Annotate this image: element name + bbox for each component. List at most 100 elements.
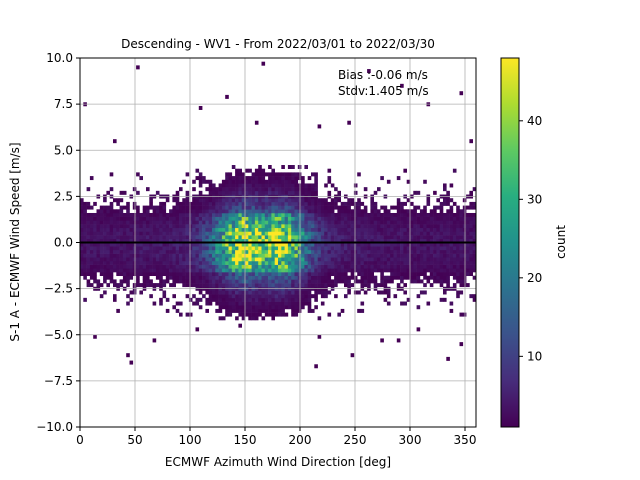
heatmap-cell bbox=[261, 190, 266, 195]
heatmap-cell bbox=[301, 235, 305, 240]
heatmap-cell bbox=[245, 260, 249, 265]
heatmap-cell bbox=[297, 212, 302, 217]
heatmap-cell bbox=[462, 246, 467, 251]
heatmap-cell bbox=[311, 264, 315, 269]
heatmap-cell bbox=[212, 238, 216, 243]
heatmap-cell bbox=[254, 216, 259, 221]
heatmap-cell bbox=[241, 249, 246, 254]
heatmap-cell bbox=[241, 179, 246, 184]
heatmap-cell bbox=[294, 297, 299, 302]
heatmap-cell bbox=[360, 242, 365, 247]
heatmap-cell bbox=[390, 238, 394, 243]
heatmap-cell bbox=[248, 216, 252, 221]
heatmap-cell bbox=[218, 198, 223, 203]
heatmap-cell bbox=[218, 235, 223, 240]
heatmap-cell bbox=[433, 231, 437, 236]
heatmap-cell bbox=[469, 272, 473, 277]
heatmap-cell bbox=[136, 264, 140, 269]
heatmap-cell bbox=[456, 242, 460, 247]
heatmap-cell bbox=[122, 190, 127, 195]
heatmap-cell bbox=[419, 231, 424, 236]
heatmap-cell bbox=[80, 209, 84, 214]
heatmap-cell bbox=[287, 176, 292, 181]
heatmap-cell bbox=[456, 224, 460, 229]
heatmap-cell bbox=[380, 253, 384, 258]
heatmap-cell bbox=[363, 249, 368, 254]
heatmap-cell bbox=[459, 209, 464, 214]
heatmap-cell bbox=[109, 275, 114, 280]
heatmap-cell bbox=[383, 235, 388, 240]
heatmap-cell bbox=[218, 294, 223, 299]
heatmap-cell bbox=[456, 231, 460, 236]
heatmap-cell bbox=[80, 253, 84, 258]
heatmap-cell bbox=[218, 205, 223, 210]
heatmap-cell bbox=[449, 216, 454, 221]
heatmap-cell bbox=[367, 212, 371, 217]
heatmap-cell bbox=[304, 279, 308, 284]
heatmap-cell bbox=[119, 253, 124, 258]
heatmap-cell bbox=[386, 279, 391, 284]
heatmap-cell bbox=[122, 279, 127, 284]
heatmap-cell bbox=[254, 246, 259, 251]
heatmap-cell bbox=[221, 275, 226, 280]
heatmap-cell bbox=[212, 264, 216, 269]
heatmap-cell bbox=[344, 283, 348, 288]
heatmap-cell bbox=[83, 242, 87, 247]
heatmap-cell bbox=[301, 272, 305, 277]
heatmap-cell bbox=[350, 264, 355, 269]
heatmap-cell bbox=[452, 257, 457, 262]
heatmap-cell bbox=[103, 275, 107, 280]
heatmap-cell bbox=[254, 224, 259, 229]
heatmap-cell bbox=[350, 198, 355, 203]
heatmap-cell bbox=[179, 246, 183, 251]
heatmap-cell bbox=[208, 183, 213, 188]
heatmap-cell bbox=[80, 198, 84, 203]
heatmap-cell bbox=[221, 290, 226, 295]
heatmap-cell bbox=[377, 227, 381, 232]
heatmap-cell bbox=[182, 212, 186, 217]
heatmap-cell bbox=[320, 294, 325, 299]
heatmap-cell bbox=[400, 246, 404, 251]
heatmap-cell bbox=[334, 260, 338, 265]
heatmap-cell bbox=[334, 264, 338, 269]
heatmap-cell bbox=[291, 198, 295, 203]
heatmap-cell bbox=[281, 198, 285, 203]
heatmap-cell bbox=[238, 205, 242, 210]
heatmap-cell bbox=[393, 205, 398, 210]
heatmap-cell bbox=[472, 257, 477, 262]
heatmap-cell bbox=[443, 257, 447, 262]
heatmap-cell bbox=[367, 275, 371, 280]
heatmap-cell bbox=[314, 176, 318, 181]
heatmap-cell bbox=[192, 201, 196, 206]
y-axis-label: S-1 A - ECMWF Wind Speed [m/s] bbox=[8, 142, 22, 341]
heatmap-cell bbox=[274, 253, 279, 258]
heatmap-cell bbox=[304, 260, 308, 265]
heatmap-cell bbox=[172, 220, 176, 225]
heatmap-cell bbox=[241, 238, 246, 243]
heatmap-cell bbox=[436, 212, 440, 217]
heatmap-cell bbox=[248, 264, 252, 269]
heatmap-cell bbox=[195, 283, 200, 288]
heatmap-cell bbox=[370, 220, 374, 225]
heatmap-cell bbox=[393, 268, 398, 273]
heatmap-cell bbox=[248, 205, 252, 210]
heatmap-cell bbox=[165, 268, 170, 273]
heatmap-cell bbox=[400, 279, 404, 284]
heatmap-cell bbox=[360, 238, 365, 243]
heatmap-cell bbox=[175, 242, 180, 247]
heatmap-cell bbox=[278, 246, 282, 251]
heatmap-cell bbox=[212, 205, 216, 210]
heatmap-cell bbox=[416, 275, 421, 280]
heatmap-cell bbox=[182, 198, 186, 203]
heatmap-cell bbox=[377, 209, 381, 214]
heatmap-cell bbox=[248, 212, 252, 217]
heatmap-cell bbox=[162, 231, 167, 236]
heatmap-cell bbox=[192, 187, 196, 192]
heatmap-cell bbox=[254, 231, 259, 236]
heatmap-cell bbox=[377, 216, 381, 221]
heatmap-cell bbox=[119, 264, 124, 269]
heatmap-cell bbox=[238, 238, 242, 243]
heatmap-cell bbox=[198, 183, 203, 188]
heatmap-cell bbox=[119, 224, 124, 229]
heatmap-cell bbox=[155, 212, 160, 217]
